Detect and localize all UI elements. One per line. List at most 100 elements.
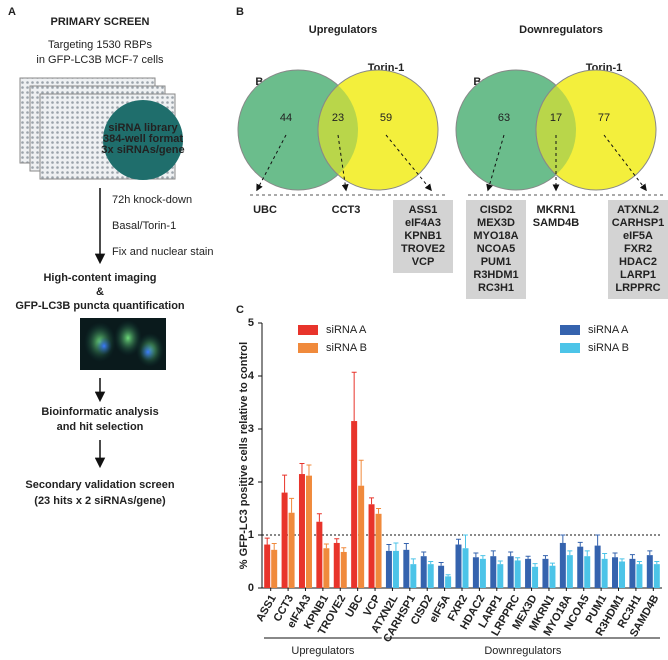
bar: [636, 564, 643, 588]
error-bar: [567, 550, 573, 556]
error-bar: [445, 574, 451, 577]
error-bar: [369, 497, 375, 505]
bar: [472, 557, 479, 588]
legend-swatch: [560, 343, 580, 353]
bar: [323, 548, 330, 588]
bar: [305, 475, 312, 588]
list-box: [466, 200, 526, 299]
x-tick-label: UBC: [343, 593, 365, 620]
gene-name: NCOA5: [477, 243, 516, 255]
gene-name: CCT3: [332, 204, 361, 216]
panel-letter: A: [8, 6, 16, 18]
error-bar: [289, 497, 295, 513]
y-tick-label: 2: [248, 476, 254, 488]
error-bar: [403, 542, 409, 550]
error-bar: [456, 538, 461, 545]
venn-title: Upregulators: [309, 24, 377, 36]
bar: [351, 421, 358, 588]
gene-name: SAMD4B: [533, 217, 580, 229]
venn-count: 44: [280, 112, 292, 124]
error-bar: [410, 558, 416, 565]
legend-swatch: [560, 325, 580, 335]
legend-swatch: [298, 343, 318, 353]
library-text: 3x siRNAs/gene: [101, 144, 184, 156]
bar: [288, 512, 295, 588]
venn-count: 23: [332, 112, 344, 124]
error-bar: [341, 547, 347, 552]
bar: [298, 474, 305, 588]
error-bar: [549, 562, 555, 566]
bar: [490, 556, 497, 588]
error-bar: [636, 561, 642, 565]
venn-count: 77: [598, 112, 610, 124]
analysis-text: Bioinformatic analysis: [41, 406, 158, 418]
plate-stack: [19, 77, 183, 180]
bar: [462, 548, 469, 588]
bar: [525, 558, 532, 588]
error-bar: [463, 534, 468, 549]
step-text: 72h knock-down: [112, 194, 192, 206]
bar: [316, 521, 323, 588]
step-text: Fix and nuclear stain: [112, 246, 214, 258]
bar: [549, 565, 556, 588]
error-bar: [358, 459, 364, 486]
error-bar: [525, 555, 531, 559]
venn-overlap: [535, 70, 576, 190]
venn-count: 63: [498, 112, 510, 124]
bar: [601, 558, 608, 588]
gene-name: LRPPRC: [615, 282, 660, 294]
group-label: Upregulators: [291, 645, 354, 657]
gene-name: ATXNL2: [617, 204, 659, 216]
group-label: Downregulators: [484, 645, 562, 657]
gene-name: KPNB1: [404, 230, 441, 242]
secondary-text: Secondary validation screen: [25, 479, 174, 491]
bar: [333, 542, 340, 588]
bar: [566, 555, 573, 588]
bar: [340, 551, 347, 588]
error-bar: [264, 537, 270, 545]
gene-name: FXR2: [624, 243, 652, 255]
bar: [584, 556, 591, 588]
error-bar: [497, 560, 503, 565]
bar: [507, 556, 514, 588]
error-bar: [323, 543, 329, 549]
bar: [559, 542, 566, 588]
gene-name: HDAC2: [619, 256, 657, 268]
error-bar: [654, 561, 660, 565]
library-text: siRNA library: [108, 122, 178, 134]
error-bar: [560, 534, 566, 543]
legend-label: siRNA A: [588, 324, 629, 336]
bar: [385, 550, 392, 588]
gene-name: LARP1: [620, 269, 656, 281]
error-bar: [282, 474, 288, 493]
screen-subtitle: in GFP-LC3B MCF-7 cells: [36, 54, 164, 66]
y-axis-title: % GFP-LC3 positive cells relative to con…: [238, 342, 250, 569]
gene-name: TROVE2: [401, 243, 445, 255]
bar: [410, 564, 417, 588]
error-bar: [515, 557, 521, 561]
gene-name: MEX3D: [477, 217, 515, 229]
error-bar: [595, 534, 601, 546]
error-bar: [490, 550, 496, 557]
bar: [479, 558, 486, 588]
step-text: Basal/Torin-1: [112, 220, 176, 232]
gene-name: MYO18A: [473, 230, 518, 242]
y-tick-label: 0: [248, 582, 254, 594]
bar: [358, 485, 365, 588]
error-bar: [602, 553, 608, 559]
screen-title: PRIMARY SCREEN: [50, 16, 149, 28]
bar: [646, 555, 653, 588]
legend-swatch: [298, 325, 318, 335]
bar: [403, 549, 410, 588]
y-tick-label: 5: [248, 317, 254, 329]
gene-name: PUM1: [481, 256, 512, 268]
gene-name: CISD2: [480, 204, 512, 216]
y-tick-label: 4: [248, 370, 255, 382]
error-bar: [508, 551, 514, 557]
bar: [445, 576, 452, 588]
library-text: 384-well format: [103, 133, 183, 145]
error-bar: [351, 371, 357, 422]
secondary-text: (23 hits x 2 siRNAs/gene): [34, 495, 166, 507]
bar: [542, 558, 549, 588]
